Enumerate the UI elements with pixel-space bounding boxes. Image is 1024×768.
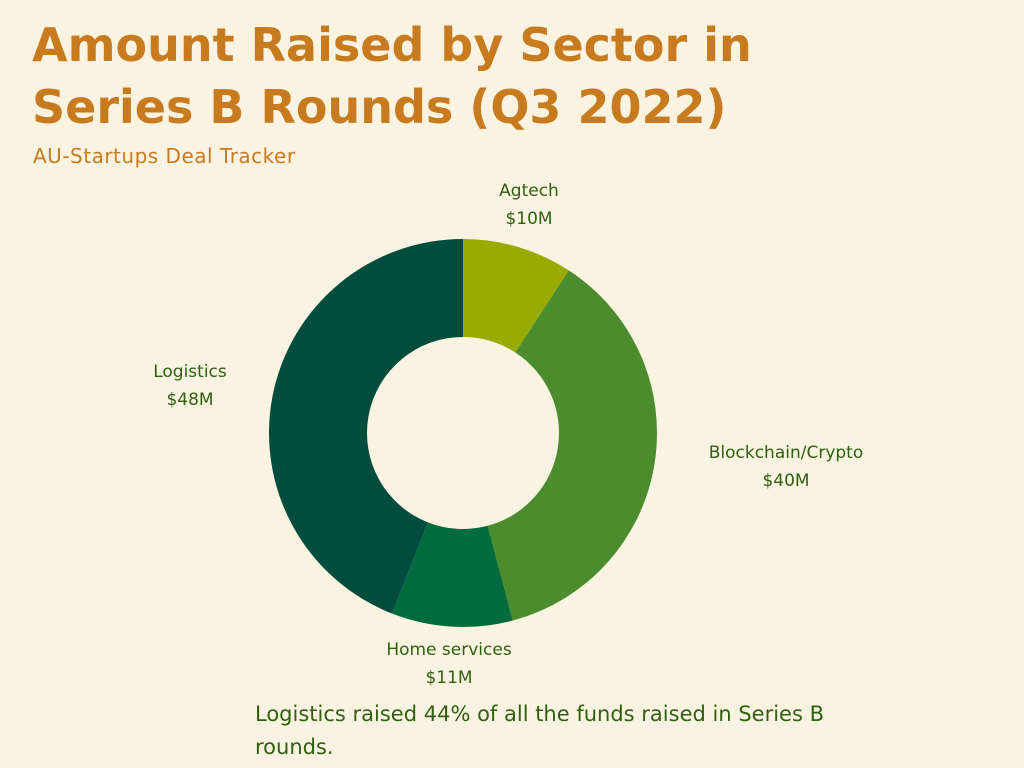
- slice-label-agtech: Agtech: [499, 181, 559, 201]
- slice-blockchain-crypto: [487, 270, 657, 621]
- slice-value-home-services: $11M: [425, 668, 472, 688]
- slice-value-logistics: $48M: [166, 390, 213, 410]
- chart-title-line-1: Amount Raised by Sector in: [32, 18, 752, 72]
- slice-agtech: [463, 239, 569, 353]
- chart-title-line-2: Series B Rounds (Q3 2022): [32, 80, 727, 134]
- slice-label-logistics: Logistics: [153, 362, 227, 382]
- slice-value-blockchain-crypto: $40M: [762, 471, 809, 491]
- slice-logistics: [269, 239, 463, 614]
- slice-label-blockchain-crypto: Blockchain/Crypto: [709, 443, 864, 463]
- slice-label-home-services: Home services: [386, 640, 512, 660]
- chart-annotation: Logistics raised 44% of all the funds ra…: [255, 702, 824, 759]
- slice-value-agtech: $10M: [505, 209, 552, 229]
- chart-title: Amount Raised by Sector in Series B Roun…: [32, 14, 992, 138]
- slice-home-services: [391, 522, 513, 627]
- chart-subtitle: AU-Startups Deal Tracker: [33, 144, 296, 168]
